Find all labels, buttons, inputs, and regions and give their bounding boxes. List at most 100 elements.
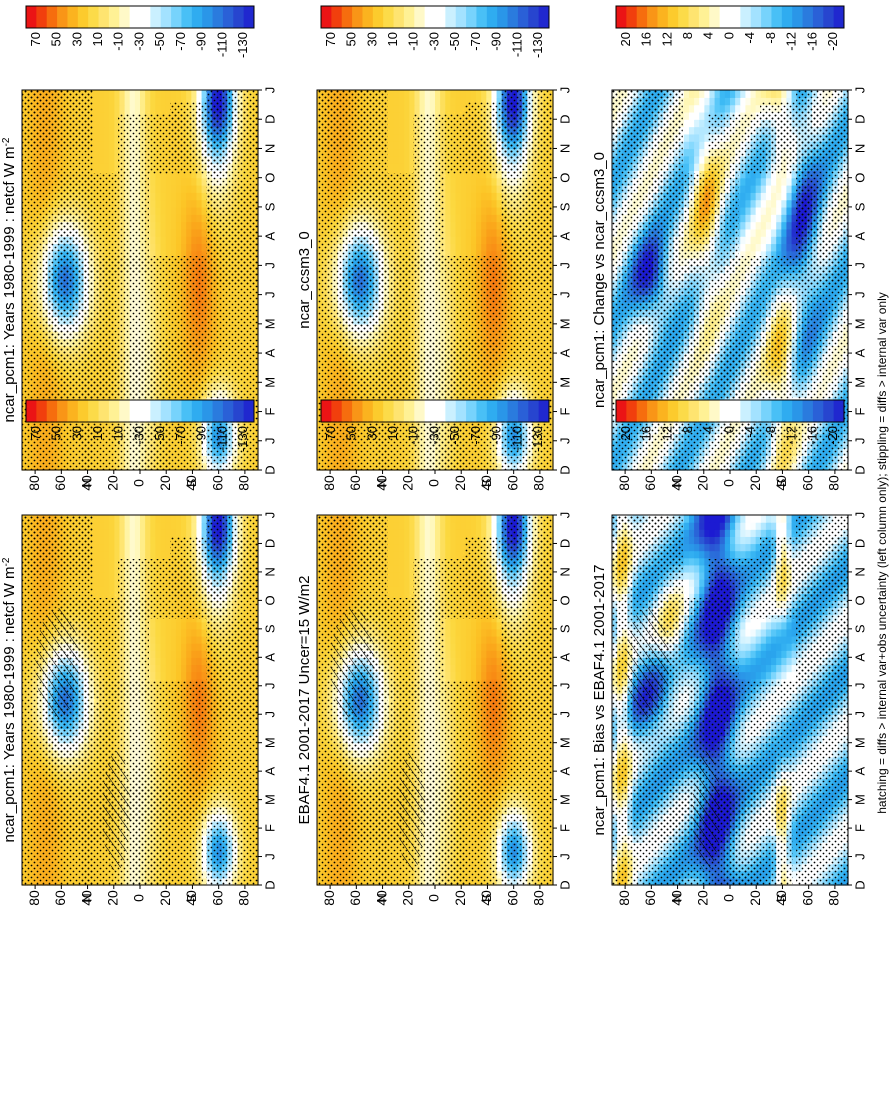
heatmap-cell <box>104 141 110 150</box>
heatmap-cell <box>181 170 187 179</box>
heatmap-cell <box>470 192 477 201</box>
heatmap-cell <box>496 90 503 98</box>
month-label: S <box>557 202 572 211</box>
heatmap-cell <box>460 199 467 208</box>
heatmap-cell <box>491 199 498 208</box>
heatmap-cell <box>450 185 457 193</box>
heatmap-cell <box>109 133 115 142</box>
heatmap-cell <box>196 206 203 215</box>
heatmap-cell <box>186 185 192 193</box>
heatmap-cell <box>445 199 451 208</box>
heatmap-cell <box>201 440 208 449</box>
heatmap-cell <box>455 221 462 230</box>
heatmap-cell <box>150 97 156 106</box>
heatmap-cell <box>155 177 162 186</box>
lat-tick-label: 40 <box>373 475 389 491</box>
heatmap-cell <box>445 177 451 186</box>
heatmap-cell <box>134 104 141 113</box>
month-label: M <box>262 318 277 329</box>
heatmap-cell <box>496 170 503 179</box>
heatmap-cell <box>109 155 115 164</box>
heatmap-cell <box>388 133 395 142</box>
heatmap-cell <box>470 250 477 259</box>
heatmap-cell <box>104 97 110 106</box>
heatmap-cell <box>450 97 457 106</box>
heatmap-cell <box>399 126 405 135</box>
heatmap-cell <box>491 192 498 201</box>
heatmap-cell <box>175 221 182 230</box>
lat-tick-label: 60 <box>504 475 520 491</box>
heatmap-cell <box>486 97 493 106</box>
heatmap-cell <box>414 90 421 98</box>
heatmap-cell <box>196 236 203 245</box>
heatmap-cell <box>404 111 410 120</box>
heatmap-cell <box>476 243 482 252</box>
heatmap-cell <box>175 192 182 201</box>
heatmap-cell <box>165 214 172 223</box>
heatmap-cell <box>165 185 172 193</box>
heatmap-cell <box>460 228 467 237</box>
month-label: A <box>557 231 572 240</box>
heatmap-cell <box>455 185 462 193</box>
heatmap-cell <box>409 163 416 171</box>
heatmap-cell <box>409 126 416 135</box>
heatmap-cell <box>196 90 203 98</box>
heatmap-cell <box>155 236 162 245</box>
heatmap-cell <box>181 250 187 259</box>
heatmap-cell <box>445 97 451 106</box>
heatmap-cell <box>155 206 162 215</box>
colorbar-swatch <box>383 6 395 28</box>
heatmap-cell <box>445 214 451 223</box>
heatmap-cell <box>160 214 167 223</box>
heatmap-cell <box>93 133 100 142</box>
colorbar-swatch <box>341 6 353 28</box>
heatmap-cell <box>404 148 410 157</box>
lat-tick-label: 60 <box>209 475 225 491</box>
colorbar-swatch <box>528 6 540 28</box>
heatmap-cell <box>160 199 167 208</box>
heatmap-cell <box>170 192 177 201</box>
panel-title: ncar_pcm1: Years 1980-1999 : netcf W m-2 <box>1 137 19 422</box>
heatmap-cell <box>486 206 493 215</box>
hemisphere-label: N <box>79 478 94 487</box>
heatmap-cell <box>404 104 410 113</box>
heatmap-cell <box>450 206 457 215</box>
heatmap-cell <box>109 126 115 135</box>
heatmap-cell <box>191 192 198 201</box>
heatmap-cell <box>450 214 457 223</box>
heatmap-cell <box>160 104 167 113</box>
heatmap-cell <box>170 206 177 215</box>
heatmap-cell <box>476 185 482 193</box>
heatmap-cell <box>124 104 131 113</box>
month-label: M <box>557 318 572 329</box>
heatmap-cell <box>399 148 405 157</box>
lat-tick-label: 40 <box>183 475 199 491</box>
heatmap-cell <box>486 170 493 179</box>
heatmap-cell <box>409 104 416 113</box>
heatmap-cell <box>409 155 416 164</box>
heatmap-cell <box>170 185 177 193</box>
heatmap-cell <box>104 155 110 164</box>
heatmap-cell <box>186 97 192 106</box>
heatmap-cell <box>465 170 472 179</box>
colorbar-swatch <box>129 6 141 28</box>
heatmap-cell <box>455 199 462 208</box>
heatmap-cell <box>496 177 503 186</box>
heatmap-cell <box>93 155 100 164</box>
heatmap-cell <box>175 97 182 106</box>
heatmap-cell <box>481 228 487 237</box>
heatmap-cell <box>186 192 192 201</box>
heatmap-cell <box>465 243 472 252</box>
heatmap-cell <box>409 141 416 150</box>
heatmap-cell <box>175 90 182 98</box>
colorbar-swatch <box>119 6 131 28</box>
heatmap-cell <box>481 199 487 208</box>
heatmap-cell <box>109 97 115 106</box>
heatmap-cell <box>399 111 405 120</box>
heatmap-cell <box>393 155 400 164</box>
colorbar-label: 10 <box>385 32 400 46</box>
heatmap-cell <box>201 433 208 442</box>
panel-6: 80 60 40 20 0 20 40 60 80N SDJFMAMJJASONDJncar_pc… <box>591 5 867 491</box>
heatmap-cell <box>445 185 451 193</box>
lat-tick-label: 0 <box>426 479 442 487</box>
